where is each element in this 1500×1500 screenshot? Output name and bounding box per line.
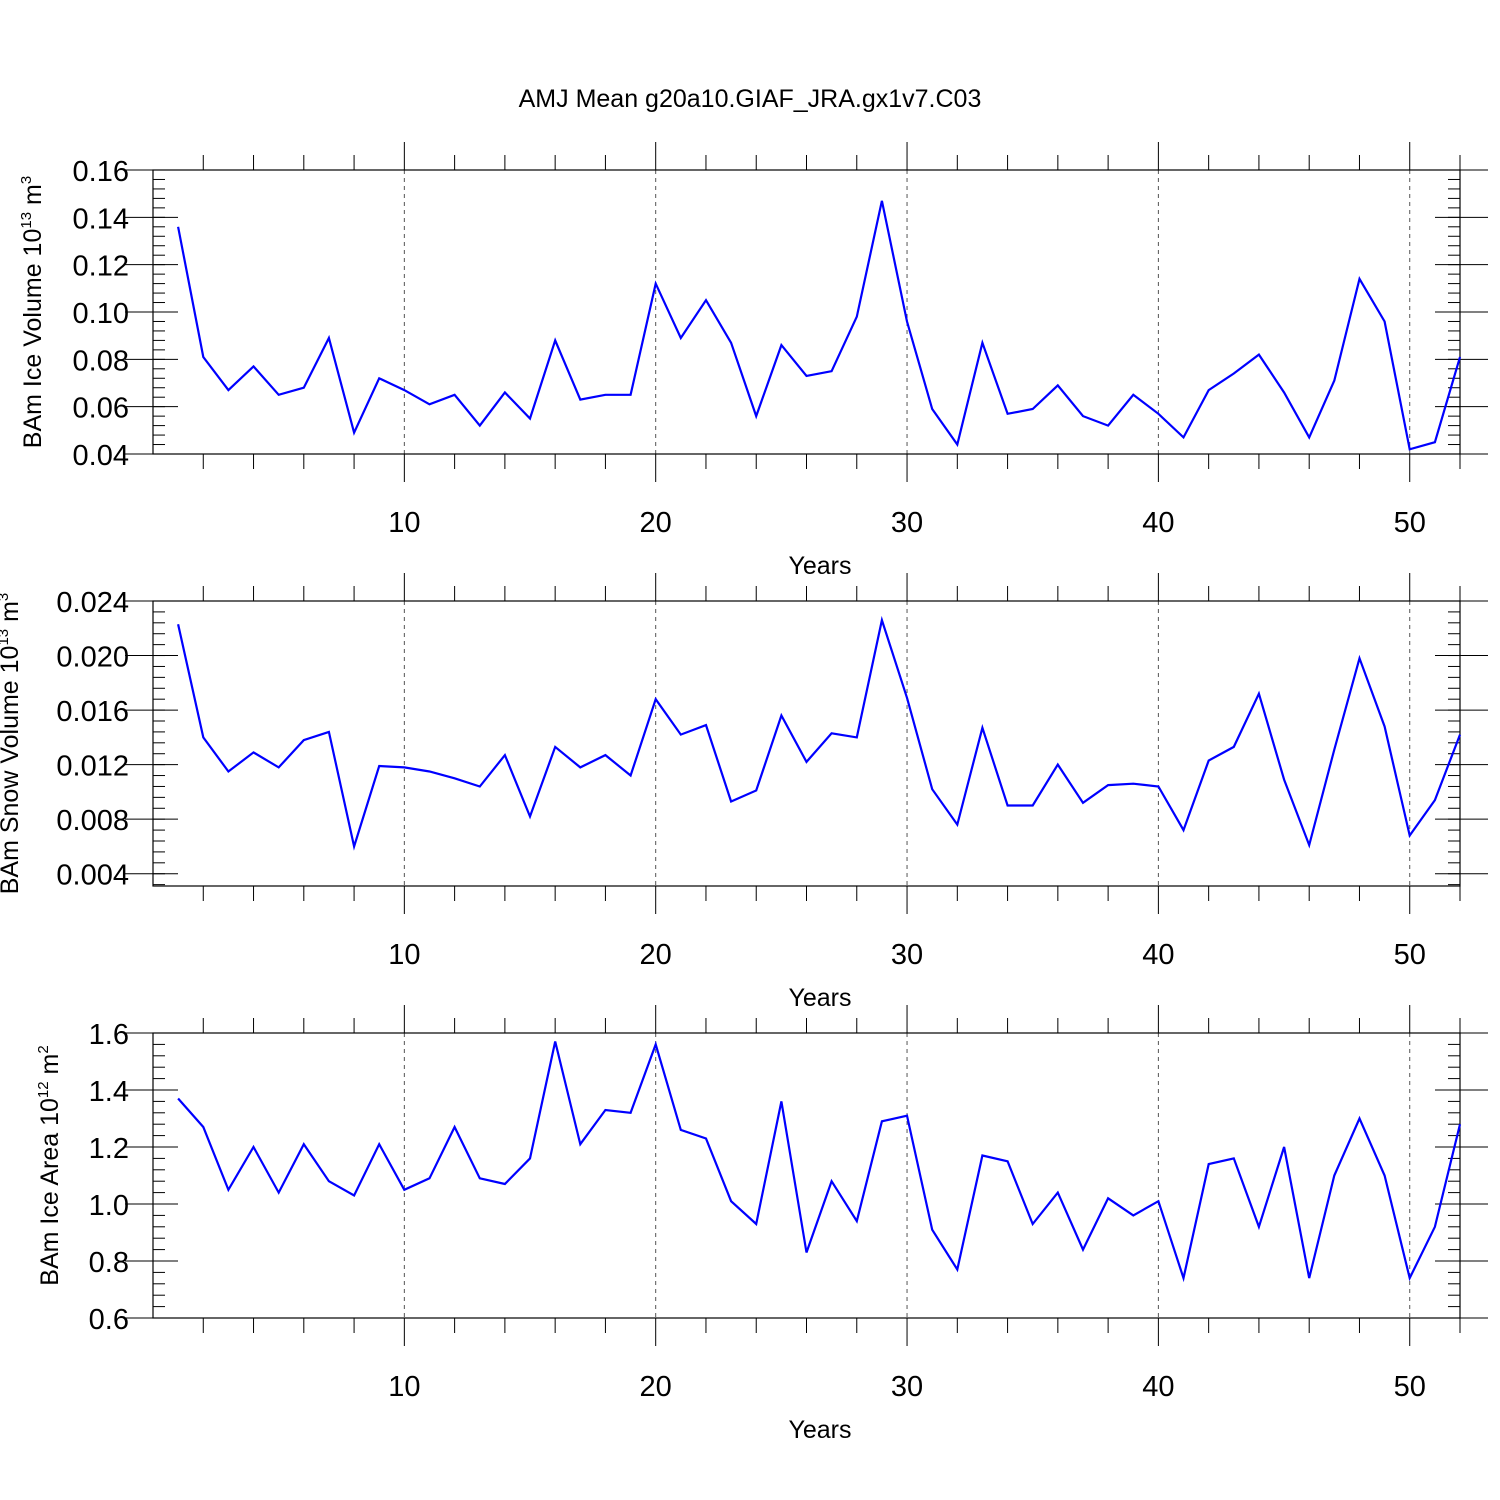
plot-frame	[152, 169, 1461, 455]
series-line	[177, 1040, 1462, 1283]
y-tick-label: 0.004	[56, 860, 129, 892]
y-axis-title: BAm Snow Volume 1013 m3	[0, 593, 24, 895]
y-axis-title: BAm Ice Area 1012 m2	[35, 1045, 64, 1285]
y-tick-label: 0.024	[56, 587, 129, 619]
x-tick-label: 30	[891, 507, 923, 539]
x-axis-title: Years	[788, 984, 851, 1012]
y-tick-label: 0.14	[73, 203, 129, 235]
y-axis-title: BAm Ice Volume 1013 m3	[18, 176, 47, 448]
x-tick-label: 10	[388, 507, 420, 539]
x-tick-label: 40	[1142, 1371, 1174, 1403]
y-tick-label: 0.008	[56, 805, 129, 837]
y-tick-label: 1.2	[89, 1133, 129, 1165]
x-tick-label: 10	[388, 939, 420, 971]
x-tick-label: 50	[1394, 1371, 1426, 1403]
y-tick-label: 0.16	[73, 156, 129, 188]
y-tick-label: 0.12	[73, 251, 129, 283]
y-tick-label: 1.0	[89, 1190, 129, 1222]
x-tick-label: 30	[891, 1371, 923, 1403]
y-tick-label: 0.020	[56, 642, 129, 674]
plot-frame	[152, 1032, 1461, 1319]
x-tick-label: 30	[891, 939, 923, 971]
figure-title: AMJ Mean g20a10.GIAF_JRA.gx1v7.C03	[519, 85, 982, 113]
x-tick-label: 20	[640, 507, 672, 539]
x-axis-title: Years	[788, 552, 851, 580]
x-tick-label: 50	[1394, 939, 1426, 971]
x-tick-label: 20	[640, 1371, 672, 1403]
y-tick-label: 0.06	[73, 393, 129, 425]
panel-1: 0.04 0.06 0.08 0.10 0.12 0.14 0.16 10 20 30 40 50 Ye…	[18, 142, 1488, 580]
x-tick-label: 50	[1394, 507, 1426, 539]
series-line	[177, 200, 1462, 451]
y-tick-label: 0.10	[73, 298, 129, 330]
plot-frame	[152, 600, 1461, 887]
y-tick-label: 1.6	[89, 1019, 129, 1051]
y-tick-label: 0.016	[56, 696, 129, 728]
y-tick-label: 1.4	[89, 1076, 129, 1108]
x-axis-title: Years	[788, 1416, 851, 1444]
y-tick-label: 0.6	[89, 1304, 129, 1336]
y-tick-label: 0.8	[89, 1247, 129, 1279]
y-tick-label: 0.04	[73, 440, 129, 472]
x-tick-label: 40	[1142, 507, 1174, 539]
y-tick-label: 0.08	[73, 345, 129, 377]
y-tick-label: 0.012	[56, 751, 129, 783]
x-tick-label: 40	[1142, 939, 1174, 971]
panel-2: 0.004 0.008 0.012 0.016 0.020 0.024 10 20 30 40 50…	[0, 573, 1488, 1012]
x-tick-label: 20	[640, 939, 672, 971]
series-line	[177, 615, 1462, 851]
panel-3: 0.6 0.8 1.0 1.2 1.4 1.6 10 20 30 40 50 Years BAm Ice…	[35, 1005, 1488, 1444]
x-tick-label: 10	[388, 1371, 420, 1403]
